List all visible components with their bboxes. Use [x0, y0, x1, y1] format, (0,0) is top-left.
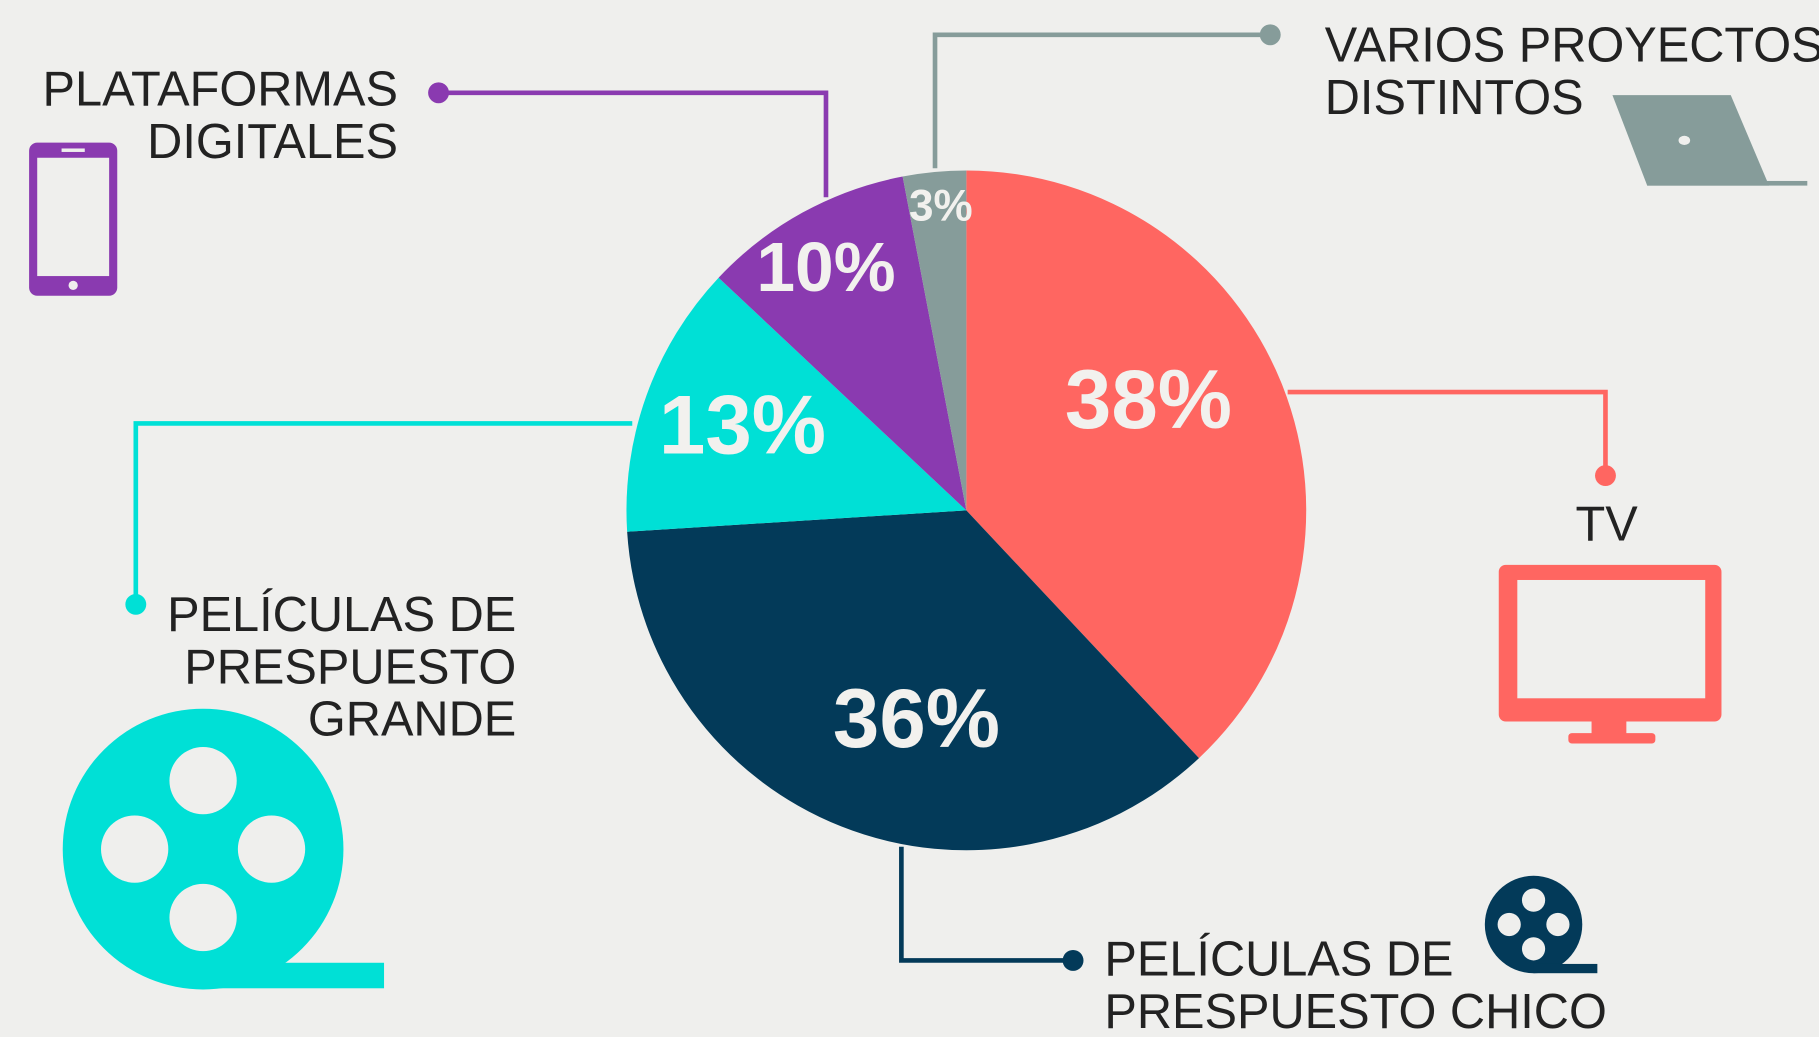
- icon-tablet: [29, 142, 118, 296]
- value-label: 3%: [909, 181, 973, 230]
- leader-dot: [1595, 465, 1616, 487]
- category-label: PLATAFORMAS: [43, 63, 398, 117]
- icon-laptop: [1612, 95, 1808, 186]
- icon-film-reel-large: [62, 708, 385, 990]
- pie-slice: [718, 176, 967, 511]
- leader-line: [133, 421, 633, 605]
- value-label: 38%: [1065, 352, 1232, 446]
- leader-line: [899, 846, 1074, 963]
- category-label: GRANDE: [308, 693, 516, 747]
- category-label: PELÍCULAS DE: [1104, 933, 1453, 987]
- pie-slice: [966, 170, 1307, 759]
- leader-dot: [1259, 24, 1281, 46]
- category-label: DIGITALES: [147, 115, 398, 169]
- category-label: PELÍCULAS DE: [167, 588, 516, 642]
- category-label: VARIOS PROYECTOS: [1325, 19, 1819, 73]
- value-label: 36%: [833, 671, 1000, 765]
- leader-line: [438, 90, 829, 198]
- category-label: DISTINTOS: [1325, 71, 1584, 125]
- leader-dot: [125, 593, 147, 615]
- leader-line: [932, 32, 1271, 169]
- icon-tv: [1498, 564, 1722, 744]
- leader-dot: [428, 82, 449, 104]
- leader-dot: [1062, 950, 1084, 971]
- value-label: 13%: [659, 378, 826, 472]
- category-label: PRESPUESTO CHICO: [1104, 985, 1606, 1037]
- pie-slice: [626, 277, 967, 532]
- category-label: PRESPUESTO: [184, 640, 516, 694]
- leader-line: [1287, 389, 1608, 476]
- icon-film-reel-small: [1484, 875, 1598, 974]
- value-label: 10%: [756, 228, 895, 306]
- pie-slice: [902, 170, 967, 511]
- pie-slice: [627, 510, 1199, 851]
- category-label: TV: [1576, 498, 1639, 552]
